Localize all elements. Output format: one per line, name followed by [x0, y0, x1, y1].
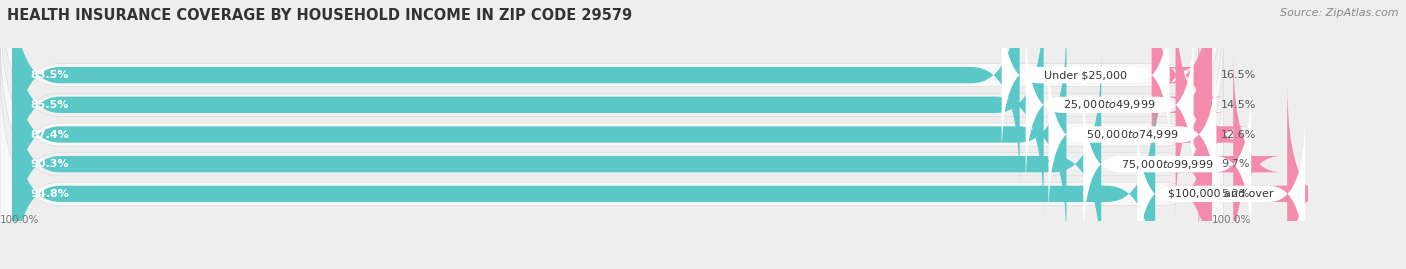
Text: 100.0%: 100.0%	[0, 215, 39, 225]
Text: 83.5%: 83.5%	[30, 70, 69, 80]
FancyBboxPatch shape	[1164, 0, 1223, 215]
FancyBboxPatch shape	[1152, 0, 1212, 186]
Text: Under $25,000: Under $25,000	[1045, 70, 1128, 80]
Text: 94.8%: 94.8%	[30, 189, 69, 199]
FancyBboxPatch shape	[0, 0, 1223, 212]
Text: HEALTH INSURANCE COVERAGE BY HOUSEHOLD INCOME IN ZIP CODE 29579: HEALTH INSURANCE COVERAGE BY HOUSEHOLD I…	[7, 8, 633, 23]
Text: 5.2%: 5.2%	[1222, 189, 1250, 199]
Text: $100,000 and over: $100,000 and over	[1168, 189, 1274, 199]
FancyBboxPatch shape	[13, 0, 1019, 186]
FancyBboxPatch shape	[13, 0, 1043, 215]
FancyBboxPatch shape	[13, 24, 1067, 245]
FancyBboxPatch shape	[0, 0, 1223, 269]
Text: 87.4%: 87.4%	[30, 129, 69, 140]
FancyBboxPatch shape	[0, 57, 1223, 269]
Text: $75,000 to $99,999: $75,000 to $99,999	[1121, 158, 1213, 171]
FancyBboxPatch shape	[13, 83, 1156, 269]
Text: 12.6%: 12.6%	[1222, 129, 1257, 140]
Text: 85.5%: 85.5%	[30, 100, 69, 110]
FancyBboxPatch shape	[0, 0, 1223, 242]
FancyBboxPatch shape	[1164, 54, 1281, 269]
FancyBboxPatch shape	[1137, 113, 1305, 269]
FancyBboxPatch shape	[1001, 0, 1170, 156]
Text: Source: ZipAtlas.com: Source: ZipAtlas.com	[1281, 8, 1399, 18]
Text: 90.3%: 90.3%	[30, 159, 69, 169]
Text: 14.5%: 14.5%	[1222, 100, 1257, 110]
Text: $25,000 to $49,999: $25,000 to $49,999	[1063, 98, 1156, 111]
Text: 100.0%: 100.0%	[1212, 215, 1251, 225]
FancyBboxPatch shape	[0, 27, 1223, 269]
Text: 9.7%: 9.7%	[1222, 159, 1250, 169]
FancyBboxPatch shape	[1164, 24, 1246, 245]
FancyBboxPatch shape	[1025, 24, 1194, 186]
FancyBboxPatch shape	[13, 54, 1101, 269]
Text: $50,000 to $74,999: $50,000 to $74,999	[1087, 128, 1178, 141]
Text: 16.5%: 16.5%	[1222, 70, 1257, 80]
FancyBboxPatch shape	[1164, 83, 1336, 269]
FancyBboxPatch shape	[1049, 54, 1216, 215]
FancyBboxPatch shape	[1083, 83, 1251, 245]
